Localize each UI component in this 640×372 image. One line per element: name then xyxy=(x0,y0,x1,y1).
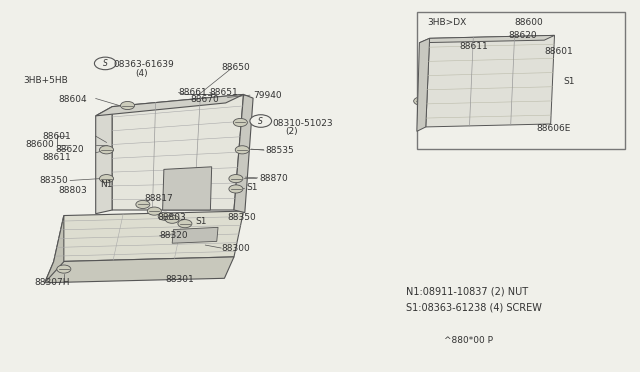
Text: 3HB+5HB: 3HB+5HB xyxy=(24,76,68,85)
Text: S1: S1 xyxy=(246,183,258,192)
Text: 88600: 88600 xyxy=(515,18,543,27)
Text: 88300: 88300 xyxy=(221,244,250,253)
Text: 88611: 88611 xyxy=(459,42,488,51)
FancyBboxPatch shape xyxy=(417,13,625,149)
Polygon shape xyxy=(163,167,212,210)
Text: (2): (2) xyxy=(285,127,298,136)
Text: 88651: 88651 xyxy=(210,89,239,97)
Polygon shape xyxy=(45,257,234,283)
Text: 88601: 88601 xyxy=(43,132,72,141)
Text: 88870: 88870 xyxy=(259,174,288,183)
Circle shape xyxy=(229,174,243,183)
Text: S: S xyxy=(103,59,108,68)
Text: 88301: 88301 xyxy=(166,275,195,283)
Polygon shape xyxy=(234,94,253,212)
Text: (4): (4) xyxy=(135,69,148,78)
Text: S1: S1 xyxy=(196,217,207,225)
Text: 88620: 88620 xyxy=(56,145,84,154)
Circle shape xyxy=(165,215,179,223)
Text: 88350: 88350 xyxy=(40,176,68,185)
Circle shape xyxy=(234,118,247,126)
Text: 79940: 79940 xyxy=(253,91,282,100)
Circle shape xyxy=(413,97,428,105)
Polygon shape xyxy=(96,94,244,116)
Text: 08363-61639: 08363-61639 xyxy=(113,60,173,69)
Text: 88601: 88601 xyxy=(544,47,573,56)
Circle shape xyxy=(548,97,563,105)
Text: 88661: 88661 xyxy=(179,89,207,97)
Text: 88604: 88604 xyxy=(59,95,88,104)
Polygon shape xyxy=(426,35,554,127)
Text: 88817: 88817 xyxy=(145,195,173,203)
Circle shape xyxy=(120,102,134,110)
Text: 88307H: 88307H xyxy=(35,278,70,287)
Text: 88670: 88670 xyxy=(191,96,220,105)
Text: S1: S1 xyxy=(563,77,575,86)
Polygon shape xyxy=(96,107,112,214)
Text: 3HB>DX: 3HB>DX xyxy=(427,18,467,27)
Circle shape xyxy=(236,146,249,154)
Text: 88611: 88611 xyxy=(43,153,72,162)
Text: 88620: 88620 xyxy=(509,31,537,40)
Text: 88535: 88535 xyxy=(266,146,294,155)
Circle shape xyxy=(229,185,243,193)
Polygon shape xyxy=(45,215,64,283)
Text: S: S xyxy=(259,116,263,125)
Text: 88600: 88600 xyxy=(26,140,54,149)
Polygon shape xyxy=(419,35,554,43)
Circle shape xyxy=(147,207,161,215)
Polygon shape xyxy=(172,227,218,243)
Text: 88650: 88650 xyxy=(221,63,250,72)
Text: N1:08911-10837 (2) NUT: N1:08911-10837 (2) NUT xyxy=(406,286,528,296)
Circle shape xyxy=(178,219,192,228)
Circle shape xyxy=(95,57,116,70)
Circle shape xyxy=(136,201,150,209)
Circle shape xyxy=(100,174,113,183)
Circle shape xyxy=(57,265,71,273)
Polygon shape xyxy=(54,211,244,262)
Text: 88320: 88320 xyxy=(159,231,188,240)
Text: 88350: 88350 xyxy=(228,213,257,222)
Text: N1: N1 xyxy=(100,180,113,189)
Polygon shape xyxy=(417,38,429,131)
Text: ^880*00 P: ^880*00 P xyxy=(444,336,493,345)
Text: 88606E: 88606E xyxy=(537,124,571,133)
Text: 88803: 88803 xyxy=(59,186,88,195)
Circle shape xyxy=(250,115,271,127)
Circle shape xyxy=(100,146,113,154)
Circle shape xyxy=(548,112,563,121)
Text: 08310-51023: 08310-51023 xyxy=(272,119,333,128)
Text: 88803: 88803 xyxy=(157,213,186,222)
Circle shape xyxy=(158,212,172,220)
Polygon shape xyxy=(112,94,244,210)
Text: S1:08363-61238 (4) SCREW: S1:08363-61238 (4) SCREW xyxy=(406,302,542,312)
